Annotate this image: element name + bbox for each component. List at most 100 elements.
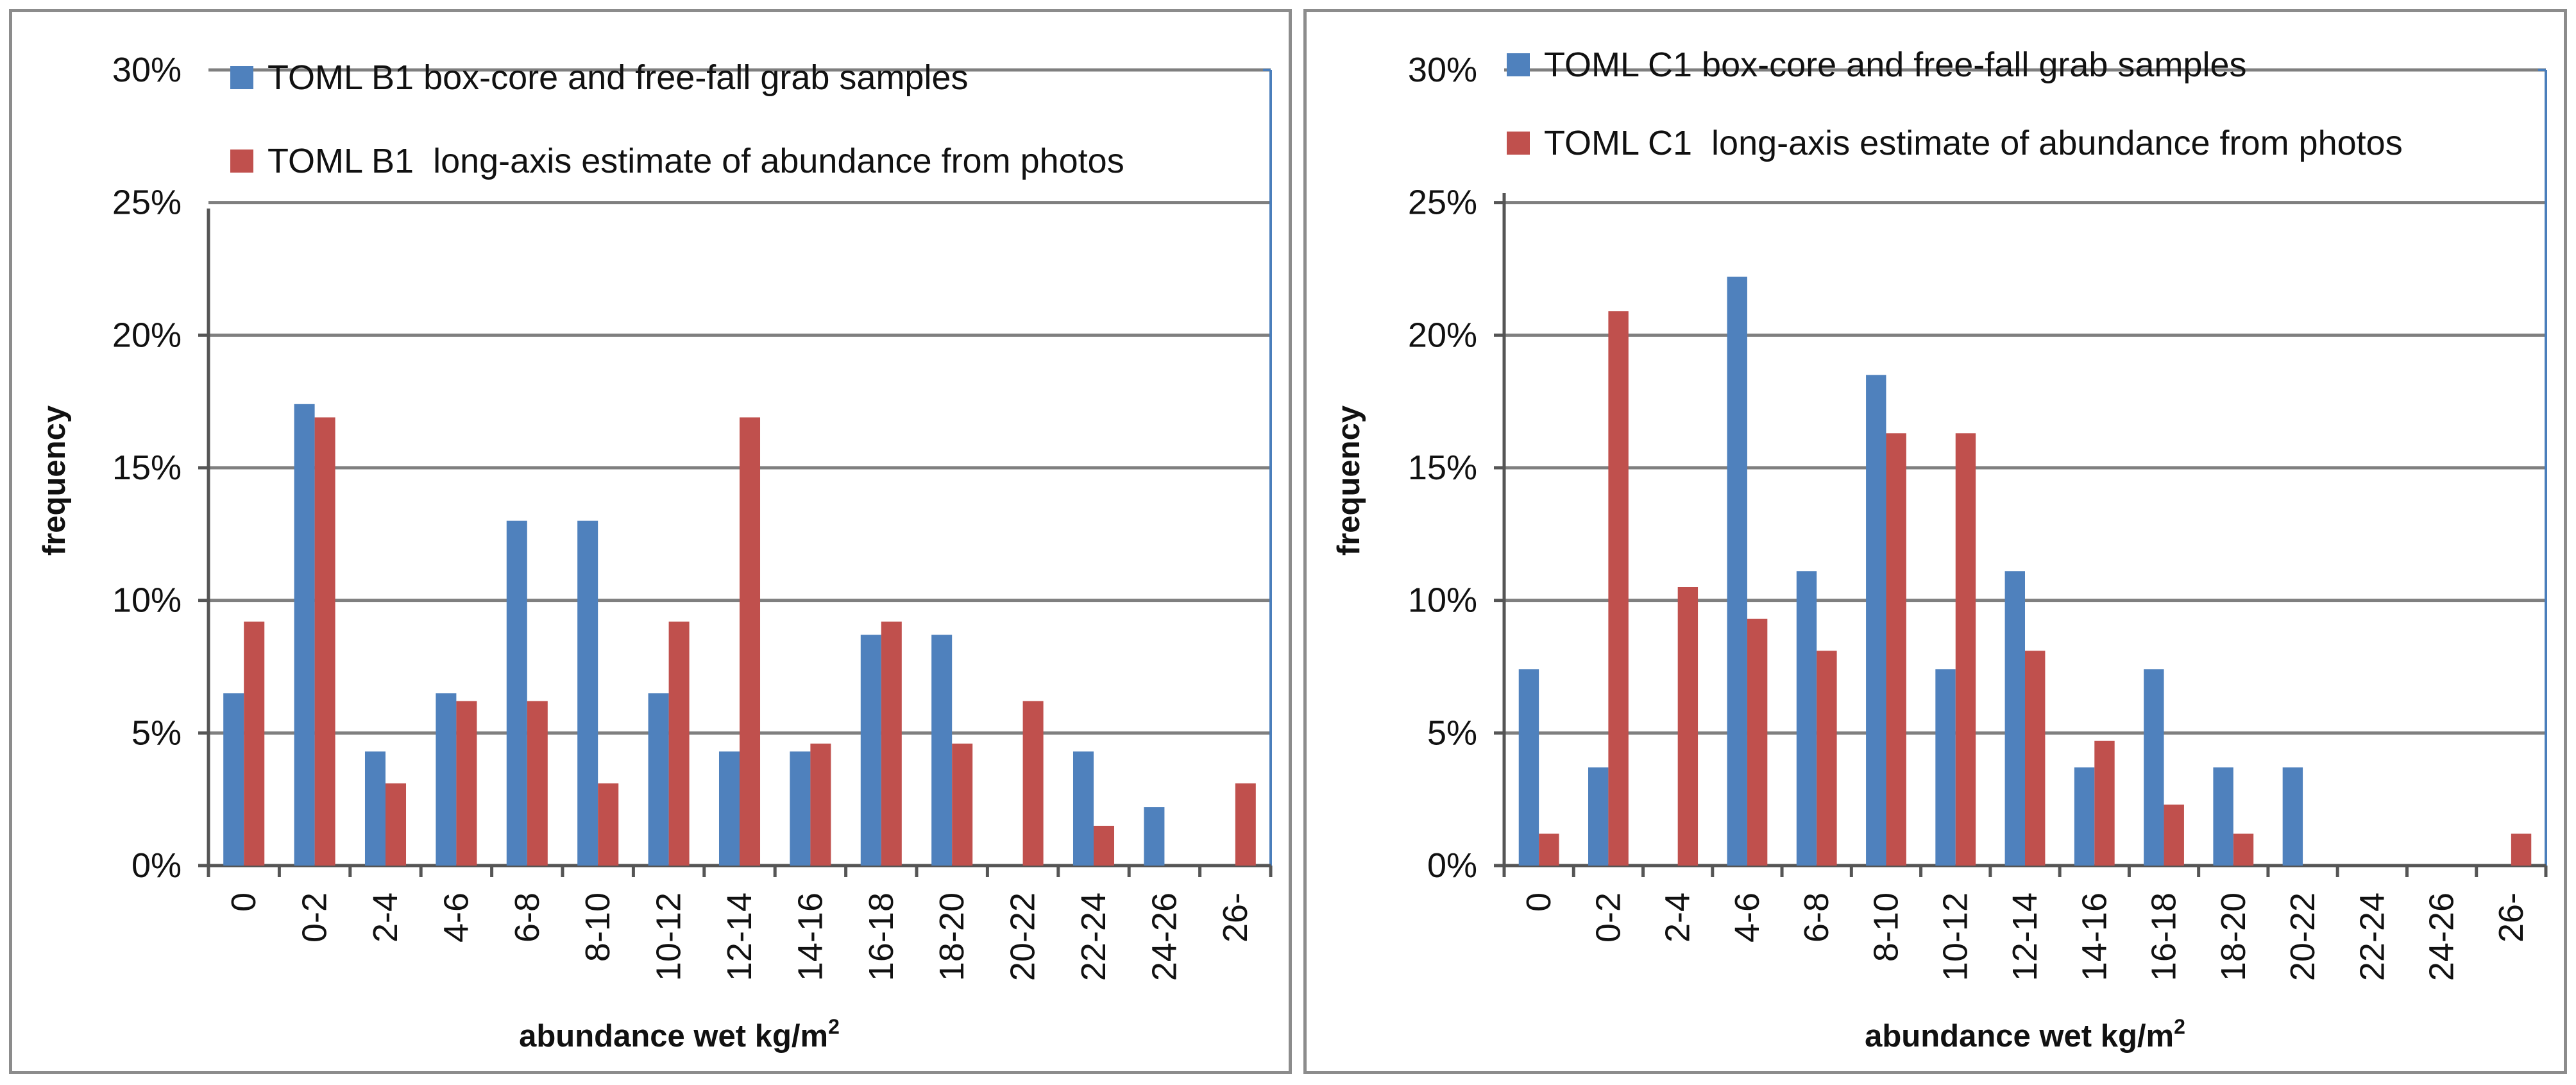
x-tick-label: 14-16 xyxy=(2075,893,2114,981)
bar-photo-estimate-4-6 xyxy=(456,701,477,866)
y-tick-label: 30% xyxy=(1408,51,1477,89)
x-tick-label: 22-24 xyxy=(1074,893,1113,981)
bar-photo-estimate-14-16 xyxy=(810,743,831,866)
x-tick-label: 2-4 xyxy=(1659,893,1697,943)
y-tick-label: 15% xyxy=(1408,449,1477,487)
bar-box-core-22-24 xyxy=(1072,751,1094,866)
x-tick-label: 6-8 xyxy=(508,893,547,943)
x-tick-label: 8-10 xyxy=(579,893,617,962)
bar-box-core-0-2 xyxy=(294,404,315,866)
bar-box-core-10-12 xyxy=(648,693,669,866)
x-tick-label: 0 xyxy=(225,893,263,912)
bar-photo-estimate-0-2 xyxy=(314,417,335,866)
bar-box-core-6-8 xyxy=(506,520,527,866)
y-tick-label: 15% xyxy=(112,449,182,487)
y-tick-label: 30% xyxy=(112,51,182,89)
x-tick-label: 18-20 xyxy=(933,893,971,981)
bar-box-core-16-18 xyxy=(860,635,881,866)
bar-box-core-8-10 xyxy=(577,520,598,866)
bar-box-core-4-6 xyxy=(436,693,457,866)
bar-photo-estimate-22-24 xyxy=(1094,826,1115,866)
bar-box-core-2-4 xyxy=(364,751,386,866)
bar-box-core-20-22 xyxy=(2282,767,2303,866)
bar-box-core-12-14 xyxy=(2004,571,2025,866)
legend-label-photo-estimate: TOML C1 long-axis estimate of abundance … xyxy=(1544,124,2403,162)
legend-label-photo-estimate: TOML B1 long-axis estimate of abundance … xyxy=(267,142,1124,180)
y-tick-label: 10% xyxy=(112,581,182,620)
legend-label-box-core: TOML B1 box-core and free-fall grab samp… xyxy=(267,58,969,97)
bar-box-core-14-16 xyxy=(790,751,811,866)
y-tick-label: 0% xyxy=(1427,846,1477,885)
y-tick-label: 0% xyxy=(131,846,182,885)
x-axis-title-main: abundance wet kg/m xyxy=(1865,1019,2174,1054)
bar-box-core-18-20 xyxy=(931,635,953,866)
chart-left-svg: 0% 5% 10% 15% 20% 25% 30% 0 0-2 2-4 4-6 6-8 8-10 10-1… xyxy=(37,51,1273,1054)
y-tick-label: 10% xyxy=(1408,581,1477,620)
legend-swatch-box-core xyxy=(1507,53,1530,76)
x-tick-label: 26- xyxy=(2492,893,2530,943)
x-axis-title-superscript: 2 xyxy=(2174,1015,2185,1038)
x-tick-label: 20-22 xyxy=(1004,893,1042,981)
bar-photo-estimate-16-18 xyxy=(881,621,902,866)
bar-photo-estimate-8-10 xyxy=(1886,433,1906,866)
x-axis-title-main: abundance wet kg/m xyxy=(519,1019,828,1054)
bar-box-core-12-14 xyxy=(718,751,740,866)
legend-swatch-photo-estimate xyxy=(230,150,253,173)
legend-swatch-box-core xyxy=(230,66,253,89)
bar-photo-estimate-0 xyxy=(1539,833,1559,866)
x-tick-label: 12-14 xyxy=(720,893,759,981)
bar-box-core-0 xyxy=(223,693,244,866)
bar-box-core-0 xyxy=(1518,669,1539,866)
x-tick-label: 22-24 xyxy=(2353,893,2391,981)
x-axis-title: abundance wet kg/m2 xyxy=(519,1015,840,1054)
legend-swatch-photo-estimate xyxy=(1507,132,1530,155)
x-axis-title-superscript: 2 xyxy=(828,1015,840,1038)
x-axis-title: abundance wet kg/m2 xyxy=(1865,1015,2185,1054)
y-tick-label: 5% xyxy=(131,713,182,752)
x-tick-label: 18-20 xyxy=(2214,893,2253,981)
bar-photo-estimate-2-4 xyxy=(1677,587,1699,866)
bar-photo-estimate-4-6 xyxy=(1747,619,1768,866)
bar-photo-estimate-6-8 xyxy=(527,701,548,866)
x-tick-label: 0 xyxy=(1520,893,1558,912)
bar-photo-estimate-6-8 xyxy=(1817,651,1837,866)
x-tick-label: 20-22 xyxy=(2284,893,2322,981)
y-axis-title: frequency xyxy=(37,406,72,556)
bar-photo-estimate-26- xyxy=(1235,783,1256,866)
chart-panel-left: 0% 5% 10% 15% 20% 25% 30% 0 0-2 2-4 4-6 6-8 8-10 10-1… xyxy=(9,9,1292,1074)
x-tick-label: 24-26 xyxy=(1145,893,1183,981)
y-tick-label: 20% xyxy=(112,316,182,354)
bar-photo-estimate-8-10 xyxy=(598,783,619,866)
bar-photo-estimate-20-22 xyxy=(1022,701,1044,866)
bar-photo-estimate-18-20 xyxy=(2233,833,2254,866)
bar-photo-estimate-26- xyxy=(2511,833,2532,866)
bar-photo-estimate-12-14 xyxy=(2025,651,2046,866)
x-tick-label: 14-16 xyxy=(791,893,829,981)
bar-photo-estimate-2-4 xyxy=(386,783,407,866)
y-tick-label: 5% xyxy=(1427,713,1477,752)
bar-photo-estimate-14-16 xyxy=(2094,740,2115,866)
bar-box-core-8-10 xyxy=(1866,375,1886,866)
x-tick-label: 2-4 xyxy=(366,893,405,943)
x-tick-label: 6-8 xyxy=(1797,893,1836,943)
bar-box-core-14-16 xyxy=(2074,767,2095,866)
x-tick-label: 4-6 xyxy=(437,893,475,943)
bar-photo-estimate-10-12 xyxy=(1955,433,1976,866)
bar-photo-estimate-16-18 xyxy=(2164,804,2184,866)
y-axis-title: frequency xyxy=(1332,406,1366,556)
x-tick-label: 4-6 xyxy=(1728,893,1767,943)
x-tick-label: 12-14 xyxy=(2006,893,2044,981)
bar-photo-estimate-10-12 xyxy=(668,621,690,866)
x-tick-label: 26- xyxy=(1216,893,1255,943)
bar-box-core-0-2 xyxy=(1588,767,1609,866)
chart-right-svg: 0% 5% 10% 15% 20% 25% 30% 0 0-2 2-4 4-6 6-8 8-10 10-1… xyxy=(1332,46,2548,1054)
y-tick-label: 20% xyxy=(1408,316,1477,354)
bar-photo-estimate-0-2 xyxy=(1608,311,1629,866)
y-tick-label: 25% xyxy=(112,184,182,222)
bar-photo-estimate-12-14 xyxy=(740,417,761,866)
x-tick-label: 0-2 xyxy=(296,893,334,943)
bar-box-core-4-6 xyxy=(1727,277,1747,866)
bar-box-core-24-26 xyxy=(1144,807,1165,866)
y-tick-label: 25% xyxy=(1408,184,1477,222)
x-tick-label: 16-18 xyxy=(862,893,901,981)
